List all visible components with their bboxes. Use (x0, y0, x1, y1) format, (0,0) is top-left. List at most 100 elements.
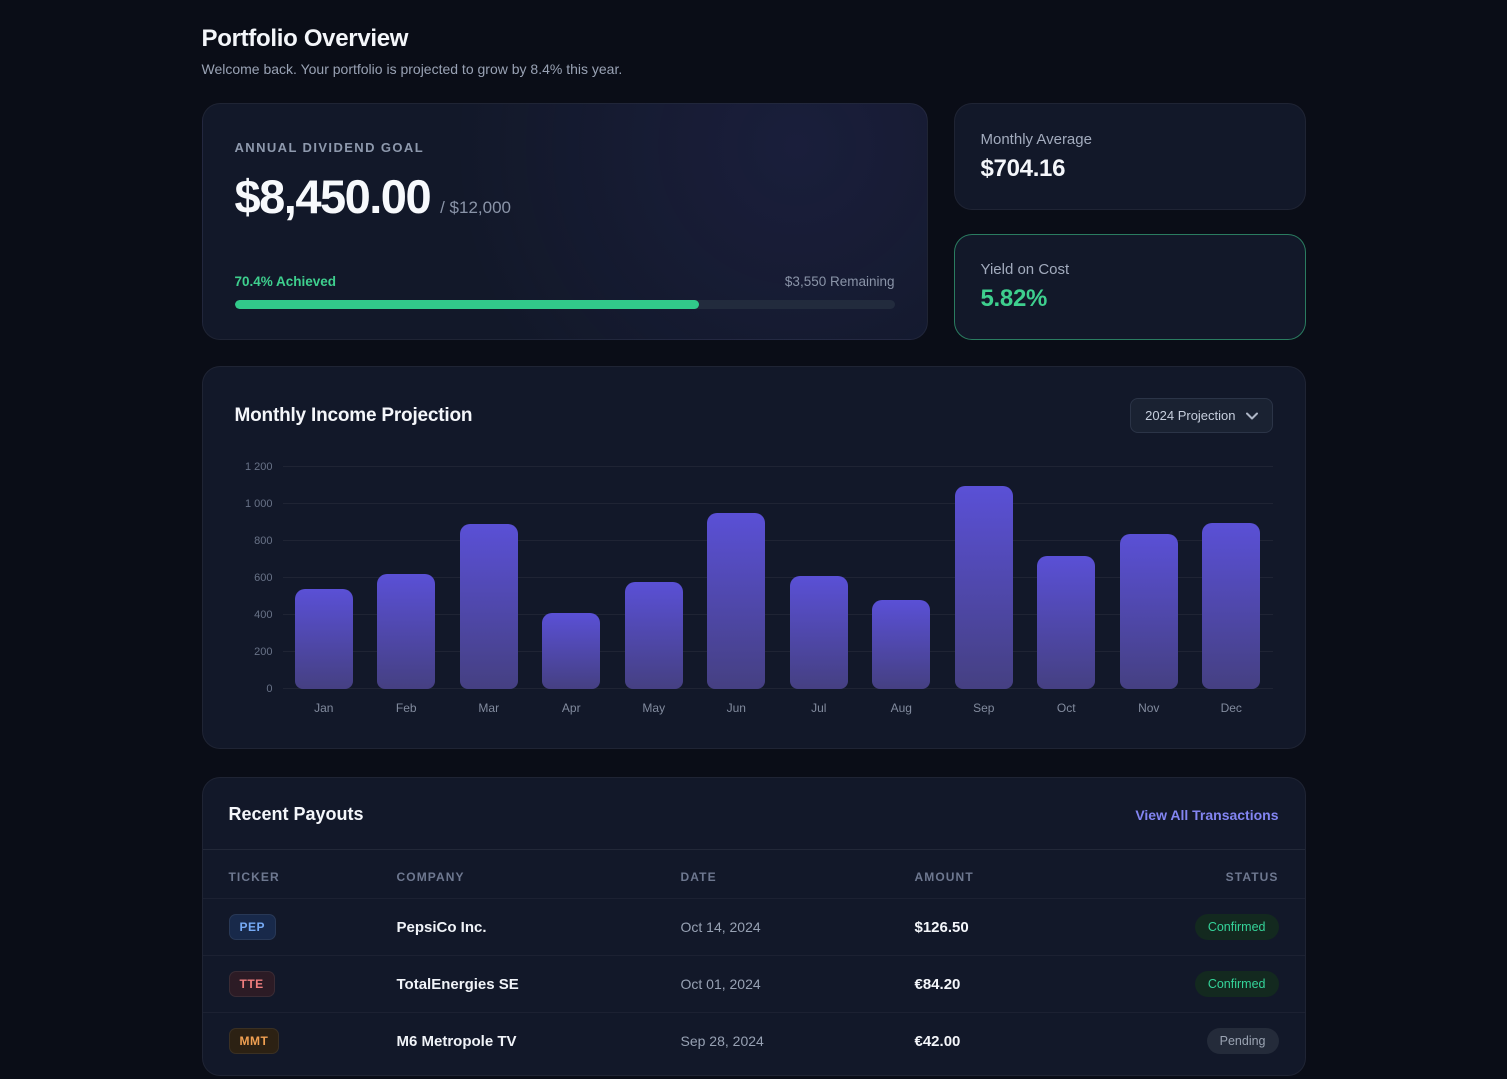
page-header: Portfolio Overview Welcome back. Your po… (202, 25, 1306, 77)
ticker-badge: MMT (228, 1028, 280, 1054)
goal-progress-bar (234, 300, 895, 309)
goal-progress-fill (234, 300, 700, 309)
table-row: MMT M6 Metropole TV Sep 28, 2024 €42.00 Pend… (202, 1012, 1305, 1069)
chart-gridline (282, 651, 1273, 653)
goal-progress-area: 70.4% Achieved $3,550 Remaining (234, 274, 895, 309)
ticker-cell: TTE (228, 971, 397, 997)
achieved-label: 70.4% Achieved (234, 274, 337, 289)
chart-bar-slot (1190, 467, 1273, 689)
chart-bar-slot (448, 467, 531, 689)
projection-select[interactable]: 2024 Projection (1130, 398, 1273, 433)
payouts-rows: PEP PepsiCo Inc. Oct 14, 2024 $126.50 Confir… (202, 898, 1305, 1069)
x-axis-tick-label: Nov (1138, 701, 1160, 715)
side-stats-column: Monthly Average $704.16 Yield on Cost 5.… (953, 103, 1306, 340)
goal-amount-row: $8,450.00 / $12,000 (235, 169, 895, 224)
chart-bar-jul (789, 576, 848, 689)
annual-goal-card: ANNUAL DIVIDEND GOAL $8,450.00 / $12,000… (201, 103, 928, 340)
status-cell: Confirmed (1139, 914, 1279, 940)
payout-amount: €84.20 (914, 975, 961, 993)
y-axis-tick-label: 200 (254, 646, 273, 659)
chart-bar-slot (860, 467, 943, 689)
y-axis-tick-label: 0 (266, 683, 273, 695)
column-header: AMOUNT (914, 870, 974, 884)
chart-bar-slot (778, 467, 861, 689)
chart-bar-sep (954, 485, 1013, 689)
y-axis-tick-label: 1 000 (244, 498, 273, 510)
x-axis-tick-label: Sep (973, 701, 995, 715)
column-header: DATE (680, 870, 717, 884)
chart-gridline (282, 688, 1273, 689)
chart-bar-oct (1037, 555, 1096, 689)
chart-x-axis-labels: Jan Feb Mar Apr May Jun Jul Aug Sep Oct Nov Dec (283, 701, 1273, 715)
payouts-column-headers: TICKER COMPANY DATE AMOUNT STATUS (203, 850, 1305, 898)
ticker-cell: PEP (228, 914, 397, 940)
column-header: STATUS (1225, 870, 1279, 884)
chart-bar-nov (1119, 533, 1178, 689)
bar-chart: 0 200 400 600 800 1 000 1 200 Jan Feb Mar Apr May J… (235, 461, 1273, 715)
company-name: PepsiCo Inc. (396, 918, 487, 936)
y-axis-tick-label: 600 (254, 572, 273, 584)
chart-bar-jun (707, 513, 766, 689)
x-axis-tick-label: Jul (811, 701, 827, 715)
company-name: TotalEnergies SE (396, 975, 519, 993)
y-axis-tick-label: 1 200 (244, 461, 273, 473)
remaining-label: $3,550 Remaining (784, 274, 895, 289)
table-row: PEP PepsiCo Inc. Oct 14, 2024 $126.50 Confir… (202, 898, 1305, 955)
x-axis-tick-label: Apr (561, 701, 581, 715)
chart-bar-mar (459, 524, 518, 689)
yield-on-cost-label: Yield on Cost (980, 261, 1070, 278)
table-row: TTE TotalEnergies SE Oct 01, 2024 €84.20 Con… (202, 955, 1305, 1012)
yield-on-cost-value: 5.82% (980, 285, 1048, 312)
chart-bar-slot (283, 467, 366, 689)
monthly-average-label: Monthly Average (980, 130, 1092, 148)
payout-amount: €42.00 (914, 1032, 961, 1050)
yield-on-cost-card: Yield on Cost 5.82% (953, 234, 1306, 340)
chart-gridline (282, 540, 1273, 542)
chart-plot-area: 0 200 400 600 800 1 000 1 200 (245, 461, 1273, 695)
chart-bar-slot (695, 467, 778, 689)
ticker-badge: PEP (228, 914, 277, 940)
column-header: COMPANY (396, 870, 465, 884)
goal-current-amount: $8,450.00 (234, 170, 432, 223)
x-axis-tick-label: Mar (478, 701, 500, 715)
chart-bar-slot (1108, 467, 1191, 689)
chart-bar-slot (530, 467, 613, 689)
payout-date: Oct 01, 2024 (680, 976, 761, 992)
view-all-transactions-link[interactable]: View All Transactions (1135, 806, 1279, 823)
page-title: Portfolio Overview (201, 25, 409, 52)
status-badge: Confirmed (1194, 971, 1279, 997)
payout-amount: $126.50 (914, 918, 969, 936)
goal-label: ANNUAL DIVIDEND GOAL (234, 140, 425, 155)
monthly-average-card: Monthly Average $704.16 (953, 103, 1306, 210)
chart-bar-may (624, 581, 683, 689)
x-axis-tick-label: Oct (1056, 701, 1076, 715)
payout-date: Oct 14, 2024 (680, 919, 761, 935)
x-axis-tick-label: Jan (314, 701, 334, 715)
chart-bar-dec (1202, 522, 1261, 689)
x-axis-tick-label: Feb (395, 701, 417, 715)
chart-gridline (282, 577, 1273, 578)
chart-bar-jan (294, 589, 353, 689)
chart-bar-slot (1025, 467, 1108, 689)
status-badge: Pending (1206, 1028, 1279, 1054)
status-cell: Confirmed (1139, 971, 1279, 997)
monthly-average-value: $704.16 (980, 154, 1066, 182)
x-axis-tick-label: Dec (1220, 701, 1242, 715)
chevron-down-icon (1245, 412, 1258, 420)
column-header: TICKER (228, 870, 280, 884)
status-badge: Confirmed (1194, 914, 1279, 940)
y-axis-tick-label: 400 (254, 609, 273, 622)
x-axis-tick-label: Jun (726, 701, 746, 715)
chart-bar-aug (872, 600, 931, 689)
x-axis-tick-label: May (642, 701, 666, 715)
payout-date: Sep 28, 2024 (680, 1033, 764, 1049)
x-axis-tick-label: Aug (890, 701, 912, 715)
top-stats-row: ANNUAL DIVIDEND GOAL $8,450.00 / $12,000… (201, 103, 1306, 340)
chart-gridline (282, 503, 1273, 504)
chart-bar-apr (542, 613, 601, 689)
chart-bar-feb (377, 574, 436, 689)
chart-bar-slot (613, 467, 696, 689)
goal-target-amount: / $12,000 (440, 198, 511, 217)
page-container: Portfolio Overview Welcome back. Your po… (201, 0, 1306, 1076)
chart-bars (283, 467, 1273, 689)
